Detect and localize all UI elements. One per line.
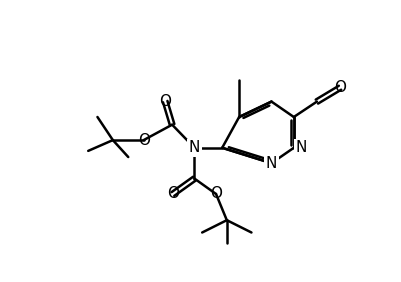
Text: O: O: [209, 186, 221, 202]
Text: O: O: [166, 186, 178, 202]
Text: O: O: [159, 94, 171, 109]
Text: O: O: [137, 133, 149, 147]
Text: N: N: [188, 140, 200, 155]
Text: N: N: [265, 156, 276, 171]
Text: N: N: [295, 140, 306, 155]
Text: O: O: [333, 80, 345, 95]
